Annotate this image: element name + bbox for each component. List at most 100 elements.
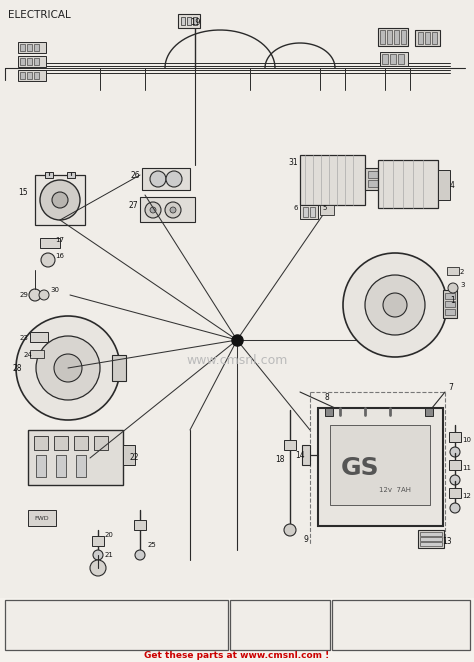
Circle shape — [448, 283, 458, 293]
Bar — [27, 44, 32, 51]
Text: 12v  7AH: 12v 7AH — [379, 487, 411, 493]
Bar — [0, 648, 474, 662]
Bar — [30, 332, 48, 342]
Bar — [325, 408, 333, 416]
Text: 23: 23 — [19, 335, 28, 341]
Bar — [34, 72, 39, 79]
Bar — [0, 598, 474, 653]
Text: 28: 28 — [12, 363, 22, 373]
Bar — [415, 30, 440, 46]
Text: 10: 10 — [462, 437, 471, 443]
Bar — [230, 600, 330, 650]
Bar — [28, 510, 56, 526]
Bar — [368, 171, 380, 178]
Circle shape — [16, 316, 120, 420]
Bar — [330, 425, 430, 505]
Circle shape — [150, 171, 166, 187]
Bar — [20, 58, 25, 65]
Circle shape — [165, 202, 181, 218]
Text: 14: 14 — [295, 451, 305, 459]
Bar — [420, 532, 442, 536]
Bar — [20, 44, 25, 51]
Bar — [302, 445, 310, 465]
Text: 30: 30 — [50, 287, 59, 293]
Text: 16: 16 — [55, 253, 64, 259]
Bar — [40, 238, 60, 248]
Bar — [390, 54, 396, 64]
Text: 2: 2 — [460, 269, 465, 275]
Text: 4: 4 — [450, 181, 455, 189]
Bar — [445, 309, 455, 315]
Circle shape — [145, 202, 161, 218]
Text: 5: 5 — [322, 205, 327, 211]
Bar — [76, 455, 86, 477]
Circle shape — [93, 550, 103, 560]
Text: 7: 7 — [448, 383, 453, 393]
Bar — [45, 172, 53, 178]
Text: FWD: FWD — [35, 516, 49, 520]
Text: 20: 20 — [105, 532, 114, 538]
Bar — [18, 42, 46, 53]
Text: 18: 18 — [275, 455, 285, 465]
Bar — [181, 17, 185, 25]
Circle shape — [166, 171, 182, 187]
Circle shape — [54, 354, 82, 382]
Text: 3: 3 — [460, 282, 465, 288]
Bar — [112, 355, 126, 381]
Bar — [443, 290, 457, 318]
Bar — [438, 170, 450, 200]
Text: ELECTRICAL: ELECTRICAL — [8, 10, 71, 20]
Bar — [27, 72, 32, 79]
Circle shape — [365, 275, 425, 335]
Circle shape — [284, 524, 296, 536]
Bar — [30, 350, 44, 358]
Text: www.cmsnl.com: www.cmsnl.com — [186, 354, 288, 367]
Bar — [445, 293, 455, 299]
Circle shape — [450, 447, 460, 457]
Text: Battery: Battery — [25, 608, 53, 616]
Bar — [187, 17, 191, 25]
Text: 9: 9 — [303, 536, 308, 545]
Circle shape — [41, 253, 55, 267]
Bar — [387, 30, 392, 44]
Bar — [92, 536, 104, 546]
Circle shape — [383, 293, 407, 317]
Bar — [449, 460, 461, 470]
Text: 25: 25 — [148, 542, 157, 548]
Bar — [445, 301, 455, 307]
Circle shape — [135, 550, 145, 560]
Bar — [123, 445, 135, 465]
Bar — [94, 436, 108, 450]
Bar — [365, 168, 383, 190]
Bar — [382, 54, 388, 64]
Bar — [425, 408, 433, 416]
Bar — [300, 155, 365, 205]
Bar — [449, 432, 461, 442]
Circle shape — [450, 475, 460, 485]
Bar — [34, 44, 39, 51]
Bar — [398, 54, 404, 64]
Text: 24: 24 — [23, 352, 32, 358]
Circle shape — [52, 192, 68, 208]
Bar — [394, 30, 399, 44]
Bar — [447, 267, 459, 275]
Circle shape — [150, 207, 156, 213]
Bar — [300, 205, 318, 219]
Bar — [401, 30, 406, 44]
Text: 21: 21 — [105, 552, 114, 558]
Bar — [368, 180, 380, 187]
Text: Electrolyte: Electrolyte — [18, 632, 60, 641]
Text: GS: GS — [341, 456, 379, 480]
Text: 12: 12 — [462, 493, 471, 499]
Text: Get these parts at www.cmsnl.com !: Get these parts at www.cmsnl.com ! — [145, 651, 329, 659]
Bar — [284, 440, 296, 450]
Text: 11: 11 — [462, 465, 471, 471]
Bar — [193, 17, 197, 25]
Text: Recharging
current: Recharging current — [262, 616, 298, 628]
Text: 19: 19 — [190, 17, 200, 26]
Bar — [378, 160, 438, 208]
Bar — [36, 455, 46, 477]
Bar — [134, 520, 146, 530]
Bar — [380, 52, 408, 66]
Bar — [35, 175, 85, 225]
